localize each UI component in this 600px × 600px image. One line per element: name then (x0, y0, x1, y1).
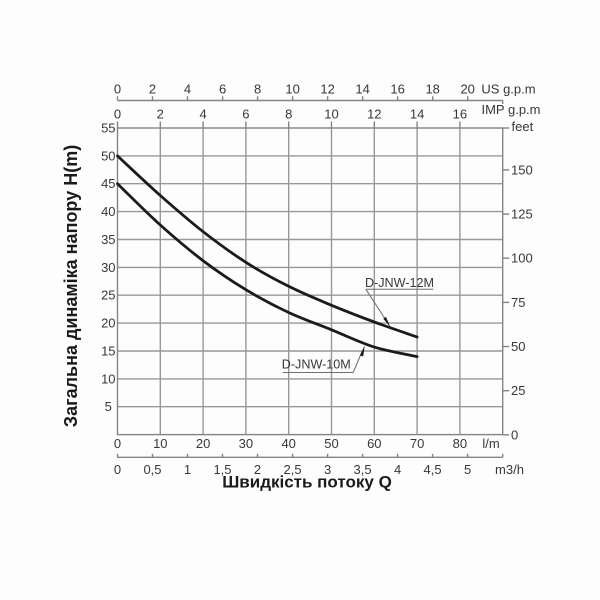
svg-text:0: 0 (114, 436, 121, 451)
svg-text:14: 14 (410, 107, 424, 122)
svg-text:feet: feet (512, 119, 534, 134)
svg-text:D-JNW-10M: D-JNW-10M (282, 358, 351, 372)
svg-text:30: 30 (101, 260, 115, 275)
svg-text:10: 10 (285, 82, 299, 97)
svg-text:Загальна динаміка напору H(m): Загальна динаміка напору H(m) (61, 145, 81, 427)
svg-text:2,5: 2,5 (284, 462, 302, 477)
svg-text:150: 150 (511, 162, 533, 177)
svg-text:0: 0 (114, 462, 121, 477)
svg-text:50: 50 (324, 436, 338, 451)
svg-text:40: 40 (281, 436, 295, 451)
svg-text:IMP g.p.m: IMP g.p.m (481, 102, 540, 117)
svg-text:55: 55 (101, 121, 115, 136)
svg-text:m3/h: m3/h (495, 462, 524, 477)
svg-text:6: 6 (219, 82, 226, 97)
svg-text:35: 35 (101, 232, 115, 247)
svg-text:3: 3 (324, 462, 331, 477)
svg-text:4: 4 (199, 107, 206, 122)
svg-text:4: 4 (184, 82, 191, 97)
svg-text:2: 2 (149, 82, 156, 97)
svg-text:4,5: 4,5 (424, 462, 442, 477)
svg-text:4: 4 (394, 462, 401, 477)
svg-text:45: 45 (101, 176, 115, 191)
svg-text:50: 50 (511, 339, 525, 354)
svg-text:14: 14 (355, 82, 369, 97)
svg-text:0,5: 0,5 (143, 462, 161, 477)
svg-text:1,5: 1,5 (213, 462, 231, 477)
svg-text:100: 100 (511, 251, 533, 266)
svg-text:12: 12 (320, 82, 334, 97)
svg-text:20: 20 (196, 436, 210, 451)
svg-text:50: 50 (101, 148, 115, 163)
svg-text:0: 0 (114, 82, 121, 97)
svg-text:D-JNW-12M: D-JNW-12M (365, 276, 434, 290)
svg-text:20: 20 (460, 82, 474, 97)
svg-text:40: 40 (101, 204, 115, 219)
svg-text:60: 60 (367, 436, 381, 451)
svg-text:1: 1 (184, 462, 191, 477)
svg-text:10: 10 (101, 371, 115, 386)
svg-text:0: 0 (511, 427, 518, 442)
svg-text:25: 25 (511, 383, 525, 398)
svg-text:8: 8 (254, 82, 261, 97)
svg-text:5: 5 (464, 462, 471, 477)
svg-text:16: 16 (453, 107, 467, 122)
svg-text:80: 80 (453, 436, 467, 451)
svg-text:15: 15 (101, 344, 115, 359)
svg-text:75: 75 (511, 295, 525, 310)
svg-text:16: 16 (390, 82, 404, 97)
svg-text:10: 10 (153, 436, 167, 451)
svg-text:18: 18 (425, 82, 439, 97)
svg-text:20: 20 (101, 316, 115, 331)
svg-text:Швидкість потоку Q: Швидкість потоку Q (222, 473, 392, 492)
svg-text:US g.p.m: US g.p.m (481, 82, 535, 97)
svg-text:70: 70 (410, 436, 424, 451)
svg-text:25: 25 (101, 288, 115, 303)
svg-text:10: 10 (324, 107, 338, 122)
svg-text:2: 2 (254, 462, 261, 477)
svg-text:0: 0 (114, 107, 121, 122)
svg-text:125: 125 (511, 207, 533, 222)
svg-text:3,5: 3,5 (354, 462, 372, 477)
svg-text:l/m: l/m (482, 436, 499, 451)
svg-text:5: 5 (105, 399, 112, 414)
svg-text:30: 30 (239, 436, 253, 451)
svg-text:2: 2 (157, 107, 164, 122)
svg-text:8: 8 (285, 107, 292, 122)
svg-text:6: 6 (242, 107, 249, 122)
svg-text:12: 12 (367, 107, 381, 122)
